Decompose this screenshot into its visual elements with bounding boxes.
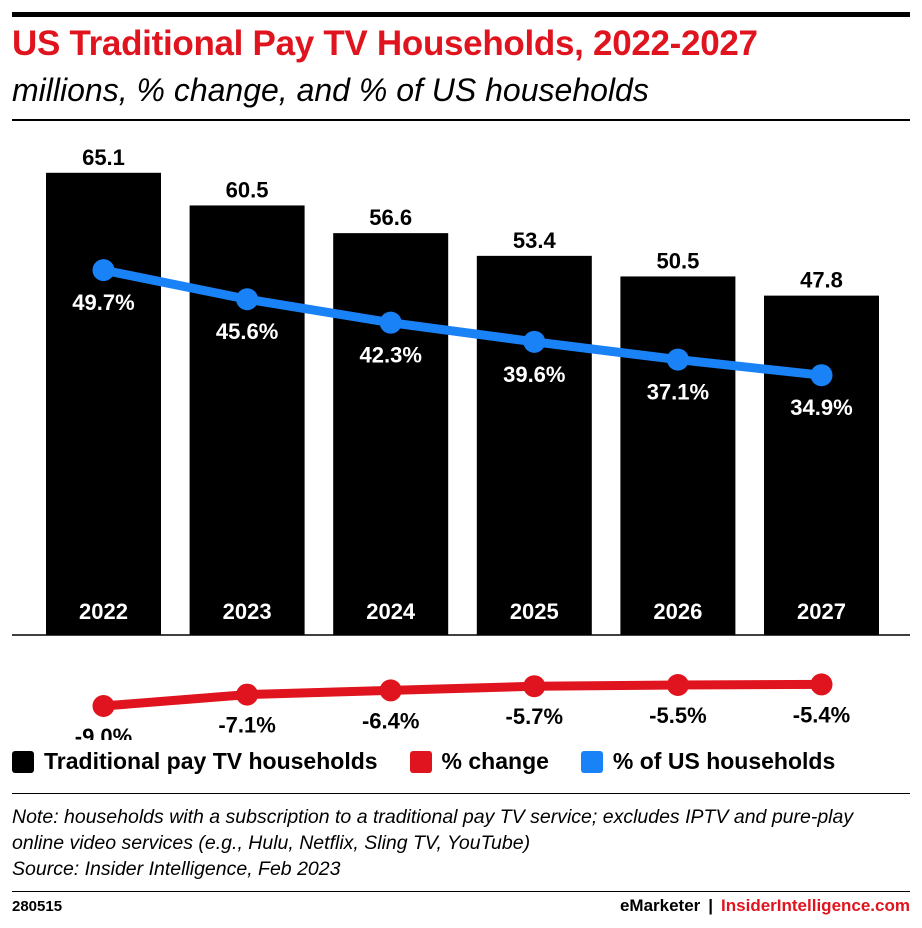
share-point-2025 — [523, 330, 546, 353]
chart-canvas: 65.1 2022 60.5 2023 56.6 2024 53.4 2025 50.5 2026… — [12, 145, 910, 740]
share-point-2022 — [92, 259, 115, 282]
change-label-2022: -9.0% — [75, 724, 132, 740]
change-label-2023: -7.1% — [218, 713, 275, 738]
brand-emarketer: eMarketer — [619, 896, 701, 915]
brand-separator: | — [708, 896, 714, 915]
share-point-2027 — [810, 364, 833, 387]
change-point-2026 — [666, 674, 689, 696]
share-label-2025: 39.6% — [503, 362, 565, 387]
top-rule — [12, 12, 910, 17]
legend-rule — [12, 793, 910, 794]
subtitle-rule — [12, 119, 910, 121]
bar-2022 — [46, 172, 161, 636]
legend-label-share: % of US households — [612, 748, 836, 774]
category-label-2022: 2022 — [79, 599, 128, 624]
bar-value-label-2026: 50.5 — [656, 248, 699, 273]
bar-2027 — [764, 295, 879, 635]
share-label-2027: 34.9% — [790, 395, 852, 420]
change-point-2023 — [236, 683, 259, 706]
share-label-2022: 49.7% — [72, 290, 134, 315]
legend-item-change: % change — [409, 748, 549, 775]
bar-value-label-2027: 47.8 — [800, 268, 843, 293]
bar-2024 — [333, 233, 449, 635]
change-point-2024 — [379, 679, 402, 702]
share-point-2026 — [666, 348, 689, 371]
change-point-2022 — [92, 695, 115, 717]
legend-item-share: % of US households — [580, 748, 836, 775]
legend-swatch-share — [580, 750, 603, 773]
notes: Note: households with a subscription to … — [12, 804, 902, 882]
change-line — [99, 679, 826, 711]
bar-value-label-2025: 53.4 — [513, 228, 557, 253]
category-label-2024: 2024 — [366, 599, 416, 624]
note-text: Note: households with a subscription to … — [12, 806, 854, 854]
share-label-2023: 45.6% — [216, 319, 278, 344]
bar-2025 — [476, 255, 592, 636]
legend-item-households: Traditional pay TV households — [12, 748, 378, 775]
bar-2023 — [189, 205, 305, 635]
legend: Traditional pay TV households % change %… — [12, 748, 867, 775]
chart-subtitle: millions, % change, and % of US househol… — [12, 72, 649, 108]
bar-value-label-2022: 65.1 — [82, 145, 125, 170]
change-point-2027 — [810, 673, 833, 696]
source-text: Source: Insider Intelligence, Feb 2023 — [12, 858, 341, 880]
footer-rule — [12, 891, 910, 892]
change-label-2026: -5.5% — [649, 703, 706, 728]
category-label-2026: 2026 — [653, 599, 702, 624]
change-label-2027: -5.4% — [793, 702, 850, 727]
change-label-2024: -6.4% — [362, 708, 419, 733]
category-label-2027: 2027 — [797, 599, 846, 624]
share-point-2023 — [236, 288, 259, 311]
legend-label-households: Traditional pay TV households — [44, 748, 378, 774]
share-label-2026: 37.1% — [647, 380, 709, 405]
legend-label-change: % change — [441, 748, 549, 774]
category-label-2023: 2023 — [223, 599, 272, 624]
bar-value-label-2023: 60.5 — [226, 177, 269, 202]
chart-title: US Traditional Pay TV Households, 2022-2… — [12, 24, 758, 63]
brand-insider-intelligence: InsiderIntelligence.com — [721, 896, 910, 915]
footer-brand: eMarketer | InsiderIntelligence.com — [620, 896, 910, 916]
category-label-2025: 2025 — [510, 599, 559, 624]
legend-swatch-households — [12, 750, 34, 773]
change-label-2025: -5.7% — [506, 704, 563, 729]
share-line — [99, 265, 826, 380]
share-point-2024 — [379, 311, 402, 334]
chart-id: 280515 — [12, 898, 63, 915]
legend-swatch-change — [409, 750, 432, 773]
bar-2026 — [620, 276, 736, 635]
share-label-2024: 42.3% — [360, 343, 422, 368]
bar-value-label-2024: 56.6 — [369, 205, 412, 230]
change-point-2025 — [523, 675, 546, 698]
